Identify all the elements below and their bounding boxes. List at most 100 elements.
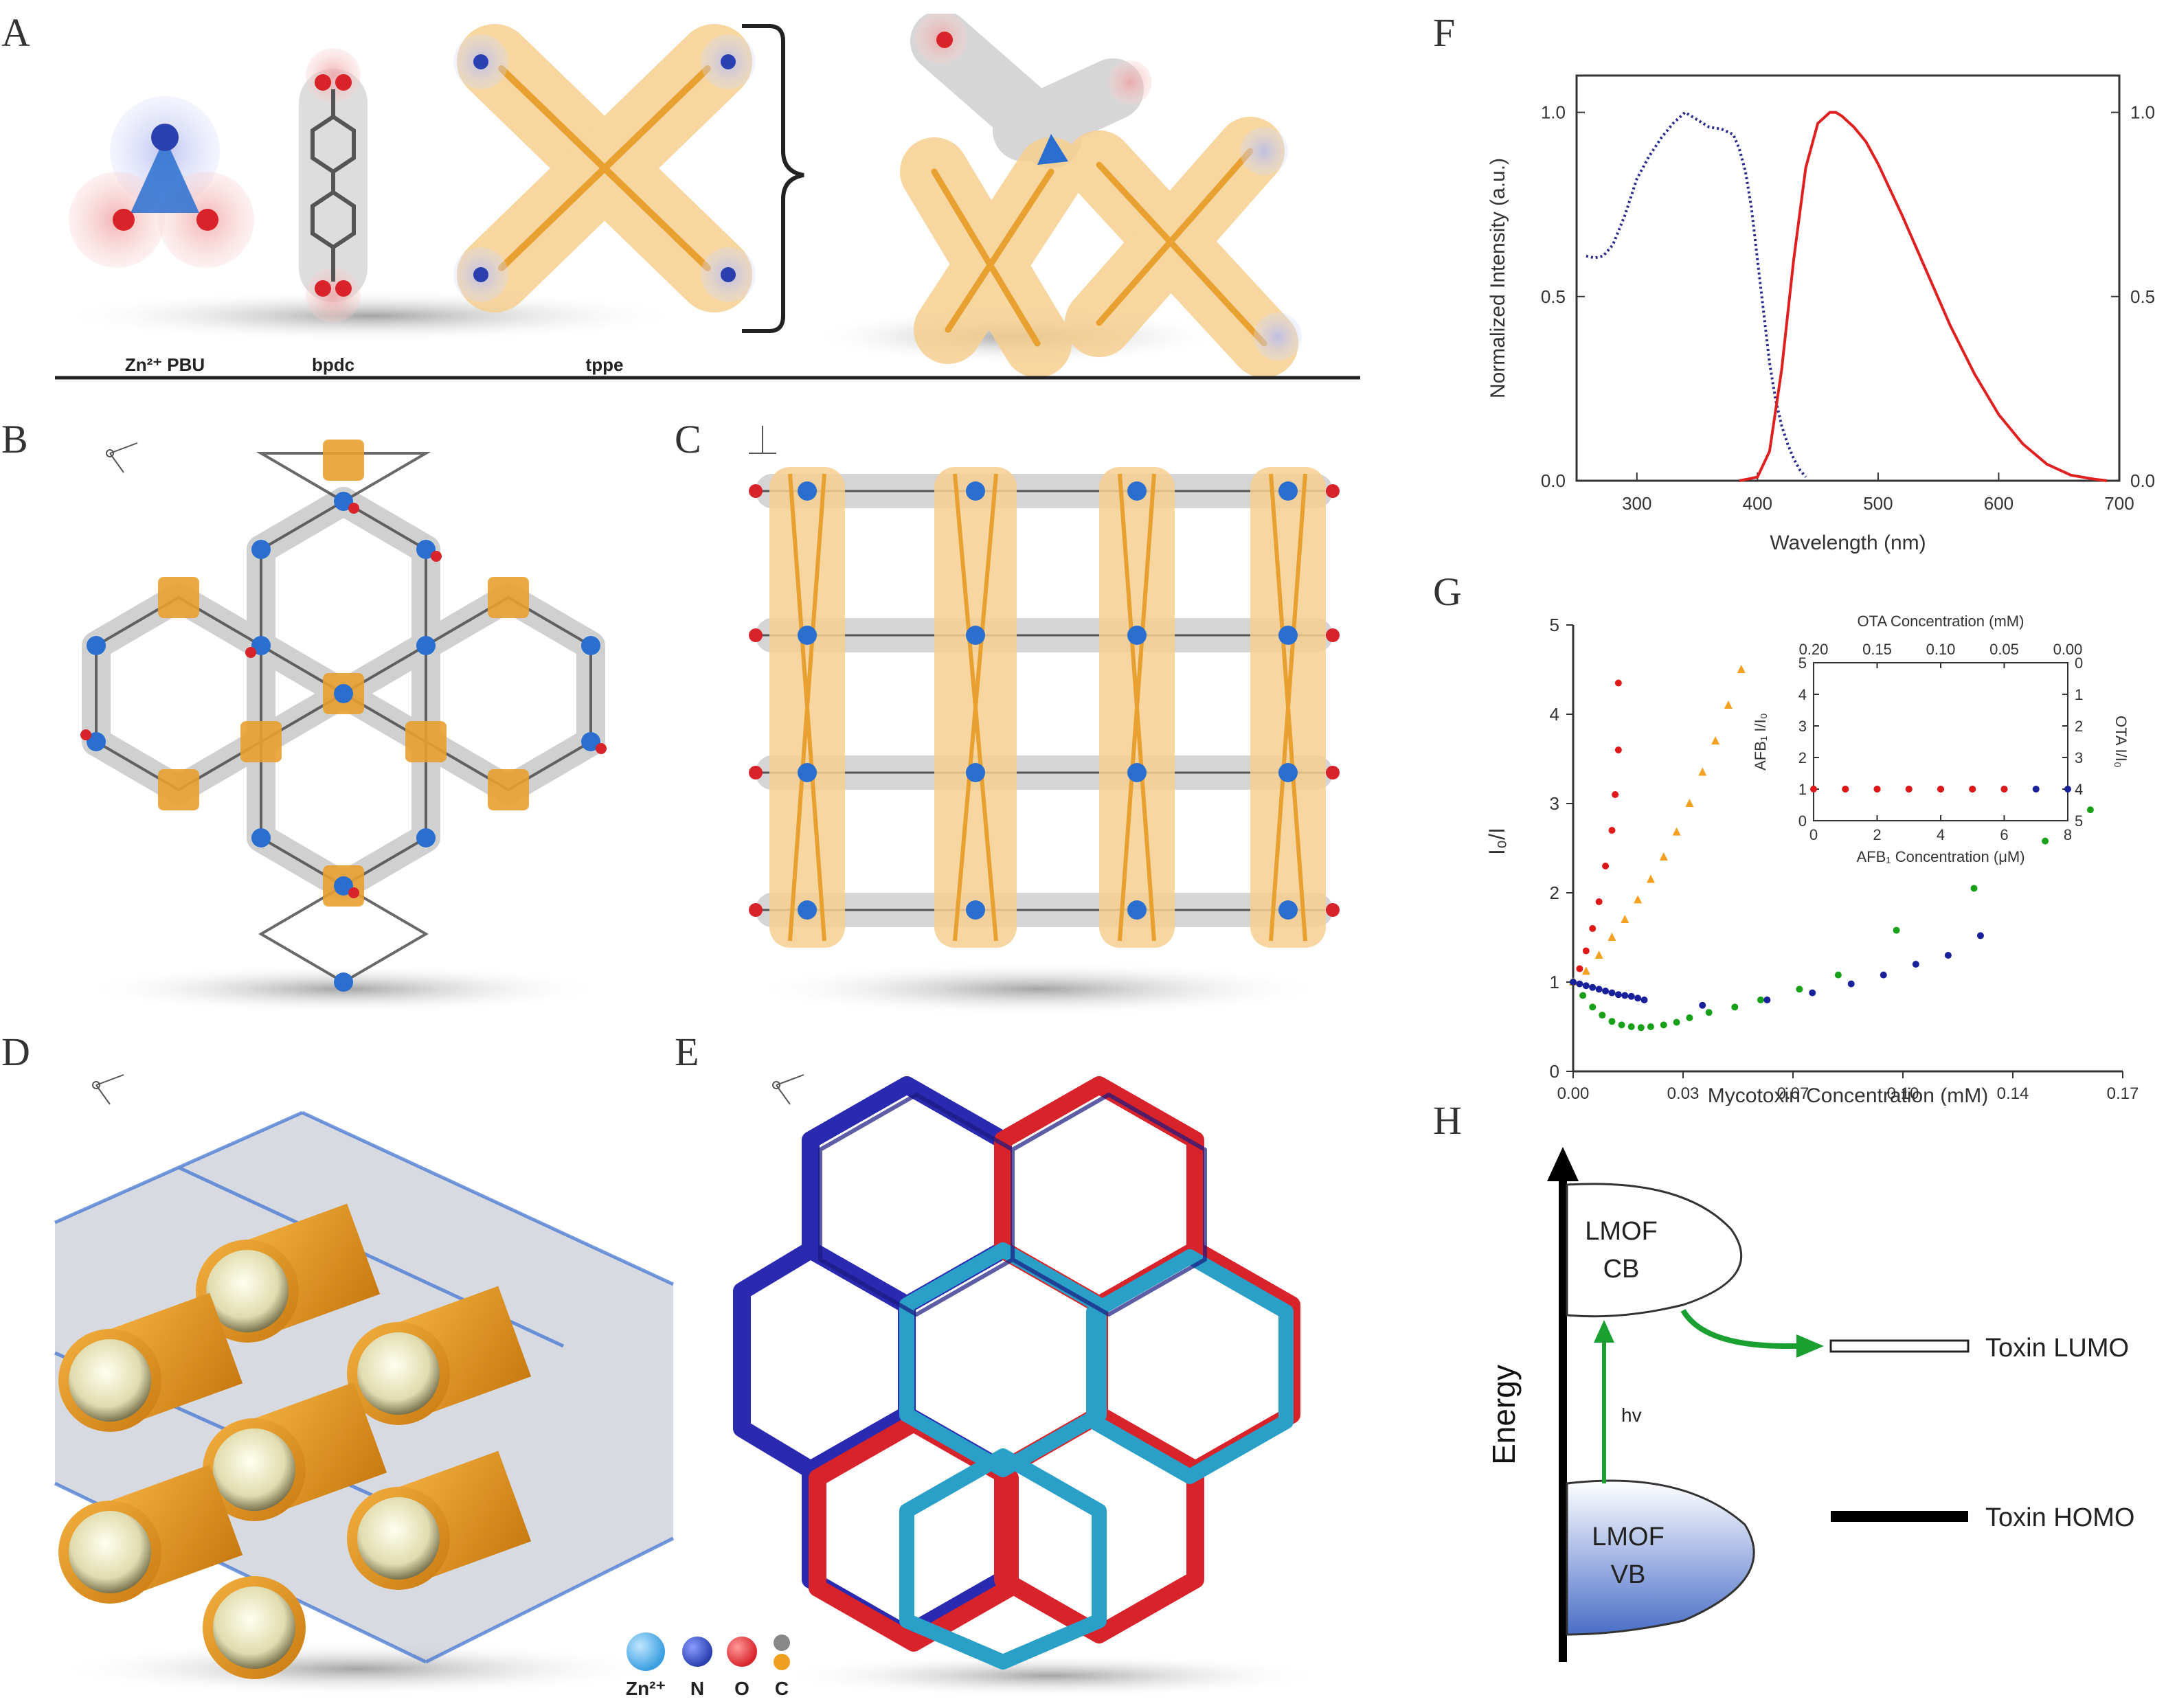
toxin-lumo-label: Toxin LUMO bbox=[1985, 1334, 2129, 1363]
data-point-blue bbox=[1621, 992, 1629, 999]
g-x-axis-label: Mycotoxin Concentration (mM) bbox=[1708, 1084, 1988, 1106]
panel-label-a: A bbox=[1, 10, 30, 55]
data-point-orange bbox=[1711, 736, 1720, 744]
lmof-vb-shape bbox=[1566, 1479, 1755, 1636]
g-y-tick-label: 4 bbox=[1550, 704, 1559, 725]
data-point-green bbox=[1731, 1003, 1739, 1011]
g-inset-top-tick-label: 0.05 bbox=[1989, 641, 2019, 658]
data-point-red bbox=[1608, 827, 1616, 834]
data-point-red bbox=[1576, 965, 1583, 972]
atom-legend: Zn²⁺ N O C bbox=[626, 1632, 790, 1699]
data-point-green bbox=[1893, 926, 1900, 934]
legend-c: C bbox=[775, 1678, 789, 1699]
data-point-orange bbox=[1672, 827, 1681, 836]
lmof-cb-shape bbox=[1566, 1183, 1743, 1318]
data-point-green bbox=[1647, 1023, 1654, 1030]
g-inset-top-label: OTA Concentration (mM) bbox=[1858, 613, 2024, 630]
inset-point-red bbox=[1873, 786, 1881, 793]
panel-e-topology-net bbox=[733, 1074, 1326, 1698]
f-y2-tick-label: 0.0 bbox=[2130, 470, 2155, 491]
data-point-orange bbox=[1594, 950, 1603, 959]
data-point-green bbox=[1608, 1018, 1616, 1025]
data-point-orange bbox=[1698, 767, 1707, 776]
g-x-tick-label: 0.03 bbox=[1667, 1084, 1700, 1103]
f-y2-tick-label: 0.5 bbox=[2130, 286, 2155, 307]
data-point-blue bbox=[1809, 989, 1816, 997]
data-point-blue bbox=[1640, 997, 1648, 1003]
inset-point-blue bbox=[2064, 786, 2071, 793]
transfer-arrowhead bbox=[1796, 1334, 1824, 1358]
g-inset-bottom-label: AFB₁ Concentration (μM) bbox=[1856, 848, 2024, 865]
g-inset-right-tick-label: 3 bbox=[2075, 749, 2083, 766]
data-point-blue bbox=[1634, 994, 1642, 1002]
data-point-green bbox=[1599, 1012, 1606, 1019]
f-y2-tick-label: 1.0 bbox=[2130, 102, 2155, 123]
panel-label-h: H bbox=[1433, 1098, 1462, 1143]
g-x-tick-label: 0.17 bbox=[2107, 1084, 2139, 1103]
g-inset-bottom-tick-label: 8 bbox=[2064, 826, 2072, 843]
data-point-green bbox=[1705, 1009, 1713, 1016]
cb-label-line1: LMOF bbox=[1585, 1217, 1658, 1246]
f-x-tick-label: 300 bbox=[1622, 493, 1651, 514]
panel-a-structures: Zn²⁺ PBU bpdc tppe bbox=[55, 14, 1360, 380]
panel-label-f: F bbox=[1433, 10, 1456, 55]
data-point-red bbox=[1589, 925, 1597, 932]
g-y-axis-label: I₀/I bbox=[1485, 828, 1509, 855]
g-inset-top-tick-label: 0.20 bbox=[1799, 641, 1829, 658]
data-point-blue bbox=[1847, 980, 1855, 988]
g-inset-right-tick-label: 2 bbox=[2075, 718, 2083, 735]
g-y-tick-label: 3 bbox=[1550, 793, 1559, 814]
data-point-blue bbox=[1880, 971, 1887, 979]
data-point-blue bbox=[1608, 989, 1616, 997]
legend-o: O bbox=[734, 1678, 749, 1699]
inset-point-red bbox=[1969, 786, 1976, 793]
bpdc-molecule bbox=[299, 48, 368, 323]
tppe-molecule bbox=[453, 24, 756, 312]
g-y-tick-label: 0 bbox=[1550, 1061, 1559, 1082]
g-inset-right-tick-label: 0 bbox=[2075, 654, 2083, 672]
data-point-green bbox=[1589, 1003, 1597, 1011]
g-inset-top-tick-label: 0.15 bbox=[1862, 641, 1892, 658]
o-atom-icon bbox=[727, 1637, 757, 1667]
panel-h-energy-diagram: Energy LMOF CB LMOF VB hv Toxin LUMO Tox… bbox=[1486, 1147, 2134, 1662]
data-point-red bbox=[1602, 863, 1610, 869]
g-inset-frame bbox=[1813, 662, 2068, 821]
inset-point-red bbox=[1842, 786, 1849, 793]
vb-label-line1: LMOF bbox=[1592, 1523, 1665, 1551]
data-point-blue bbox=[1582, 982, 1590, 990]
f-x-tick-label: 700 bbox=[2104, 493, 2134, 514]
data-point-green bbox=[1618, 1021, 1625, 1029]
g-inset-left-label: AFB₁ I/I₀ bbox=[1752, 713, 1769, 771]
g-inset-bottom-tick-label: 0 bbox=[1809, 826, 1818, 843]
data-point-blue bbox=[1976, 932, 1984, 940]
g-x-tick-label: 0.00 bbox=[1557, 1084, 1590, 1103]
energy-axis-arrowhead bbox=[1547, 1147, 1579, 1181]
toxin-homo-level bbox=[1831, 1511, 1968, 1522]
data-point-orange bbox=[1646, 874, 1655, 883]
c-orange-atom-icon bbox=[774, 1654, 790, 1670]
bracket bbox=[742, 24, 804, 333]
data-point-blue bbox=[1763, 997, 1771, 1003]
g-inset-bottom-tick-label: 4 bbox=[1937, 826, 1945, 843]
panel-d-pore-channels bbox=[54, 1074, 675, 1696]
g-inset-right-tick-label: 1 bbox=[2075, 686, 2083, 703]
data-point-orange bbox=[1724, 701, 1733, 709]
transfer-arrow bbox=[1680, 1308, 1800, 1349]
data-point-green bbox=[1673, 1018, 1680, 1026]
data-point-red bbox=[1614, 747, 1622, 753]
data-point-orange bbox=[1659, 852, 1668, 861]
toxin-homo-label: Toxin HOMO bbox=[1985, 1503, 2134, 1532]
f-x-tick-label: 500 bbox=[1863, 493, 1893, 514]
data-point-blue bbox=[1912, 961, 1919, 968]
inset-point-red bbox=[1810, 786, 1817, 793]
g-y-tick-label: 5 bbox=[1550, 615, 1559, 635]
data-point-blue bbox=[1602, 988, 1610, 994]
data-point-blue bbox=[1699, 1001, 1706, 1009]
data-point-orange bbox=[1634, 895, 1643, 904]
data-point-red bbox=[1582, 947, 1590, 955]
c-gray-atom-icon bbox=[774, 1635, 790, 1651]
data-point-blue bbox=[1570, 979, 1577, 986]
emission-spectrum-line bbox=[1739, 111, 2108, 482]
